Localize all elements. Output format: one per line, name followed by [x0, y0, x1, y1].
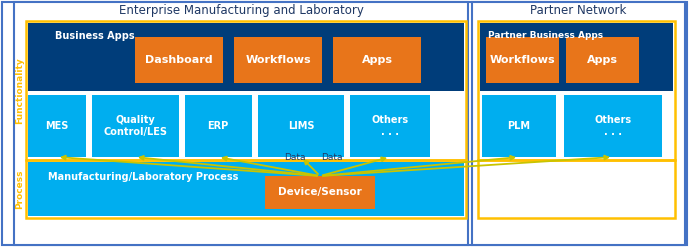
Text: Enterprise Manufacturing and Laboratory: Enterprise Manufacturing and Laboratory	[119, 4, 363, 18]
Text: MES: MES	[45, 121, 69, 131]
Bar	[480, 23, 673, 91]
Text: Others
. . .: Others . . .	[595, 115, 632, 137]
Text: Partner Business Apps: Partner Business Apps	[488, 31, 603, 40]
Bar	[26, 21, 466, 160]
Bar	[135, 37, 223, 83]
Text: Data: Data	[285, 153, 306, 163]
Text: Quality
Control/LES: Quality Control/LES	[103, 115, 167, 137]
Bar	[28, 23, 464, 91]
Bar	[14, 2, 468, 245]
Text: LIMS: LIMS	[288, 121, 314, 131]
Bar	[478, 21, 675, 160]
Bar	[482, 95, 556, 157]
Bar	[28, 162, 464, 216]
Text: Partner Network: Partner Network	[530, 4, 626, 18]
Text: Dashboard: Dashboard	[145, 55, 213, 65]
Bar	[265, 176, 375, 209]
Text: Apps: Apps	[362, 55, 393, 65]
Bar	[234, 37, 322, 83]
Bar	[26, 160, 466, 218]
Bar	[566, 37, 639, 83]
Bar	[28, 95, 86, 157]
Text: Others
. . .: Others . . .	[371, 115, 409, 137]
Bar	[564, 95, 662, 157]
Text: ERP: ERP	[207, 121, 229, 131]
Text: Process: Process	[15, 169, 25, 209]
Text: Workflows: Workflows	[489, 55, 555, 65]
Text: Apps: Apps	[586, 55, 617, 65]
Bar	[478, 160, 675, 218]
Text: Device/Sensor: Device/Sensor	[278, 187, 362, 197]
Text: Data: Data	[321, 153, 342, 163]
Bar	[185, 95, 252, 157]
Bar	[258, 95, 344, 157]
Text: Manufacturing/Laboratory Process: Manufacturing/Laboratory Process	[48, 172, 238, 182]
Text: Workflows: Workflows	[245, 55, 311, 65]
Text: PLM: PLM	[508, 121, 531, 131]
Bar	[333, 37, 421, 83]
Text: Business Apps: Business Apps	[55, 31, 134, 41]
Bar	[350, 95, 430, 157]
Bar	[92, 95, 179, 157]
Text: Functionality: Functionality	[15, 58, 25, 124]
Bar	[486, 37, 559, 83]
Bar	[472, 2, 685, 245]
